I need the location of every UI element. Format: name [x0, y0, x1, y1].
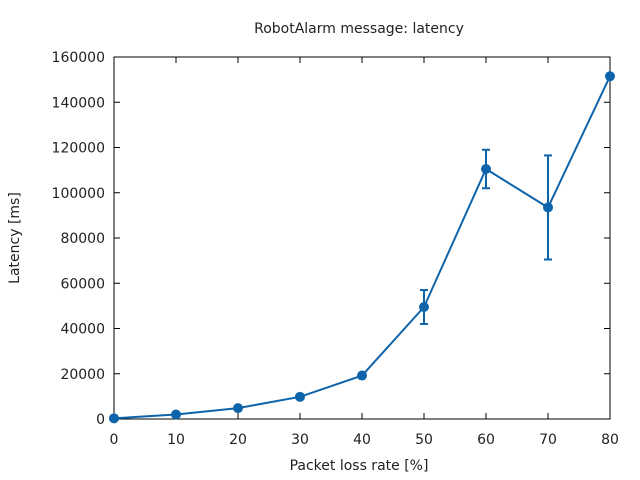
data-point	[605, 71, 615, 82]
data-point	[543, 202, 553, 213]
y-tick-label: 120000	[52, 141, 105, 157]
y-tick-label: 100000	[52, 186, 105, 202]
data-point	[109, 413, 119, 424]
x-tick-label: 50	[415, 432, 433, 448]
y-tick-label: 60000	[60, 276, 105, 292]
axis-ticks: 0 10 20 30 40 50 60 70 80 0 20000 40000 60000 80000 10…	[52, 50, 619, 448]
x-tick-label: 80	[601, 432, 619, 448]
x-tick-label: 40	[353, 432, 371, 448]
chart-title: RobotAlarm message: latency	[254, 21, 464, 37]
series-line	[113, 75, 611, 420]
data-point	[233, 403, 243, 414]
y-tick-label: 80000	[60, 231, 105, 247]
x-tick-label: 20	[229, 432, 247, 448]
x-axis-label: Packet loss rate [%]	[290, 458, 429, 474]
series-layer	[109, 71, 615, 424]
y-axis-label: Latency [ms]	[7, 192, 23, 284]
plot-area-frame	[113, 56, 611, 420]
x-tick-label: 60	[477, 432, 495, 448]
y-tick-label: 40000	[60, 322, 105, 338]
y-tick-label: 0	[96, 412, 105, 428]
x-tick-label: 30	[291, 432, 309, 448]
x-tick-label: 10	[167, 432, 185, 448]
x-tick-label: 70	[539, 432, 557, 448]
data-point	[295, 391, 305, 402]
y-tick-label: 160000	[52, 50, 105, 66]
data-point	[171, 409, 181, 420]
data-point	[481, 163, 491, 174]
x-tick-label: 0	[110, 432, 119, 448]
data-point	[357, 370, 367, 381]
data-point	[419, 302, 429, 313]
y-tick-label: 20000	[60, 367, 105, 383]
y-tick-label: 140000	[52, 95, 105, 111]
